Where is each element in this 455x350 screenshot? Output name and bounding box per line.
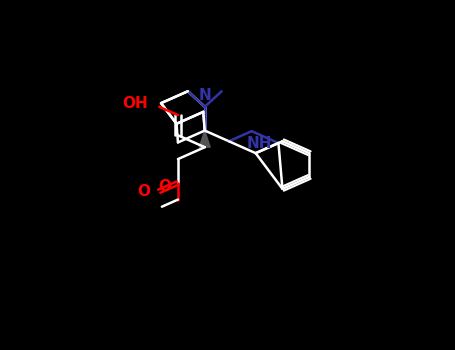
Text: O: O — [137, 184, 150, 199]
Text: N: N — [198, 88, 211, 103]
Text: O: O — [158, 179, 171, 194]
Text: NH: NH — [247, 136, 273, 152]
Text: OH: OH — [122, 96, 148, 111]
Polygon shape — [199, 131, 210, 147]
